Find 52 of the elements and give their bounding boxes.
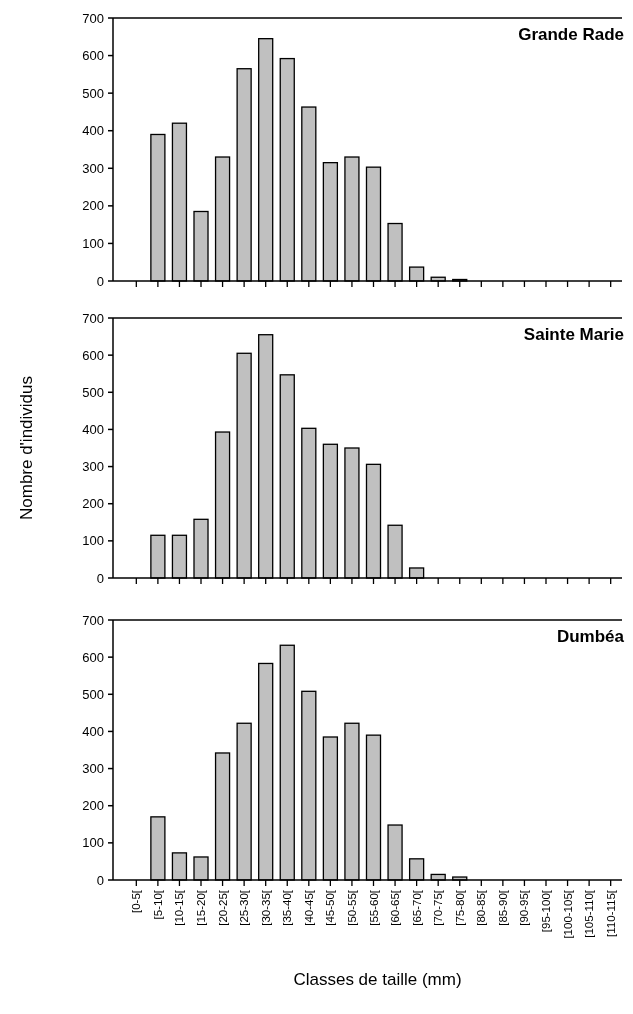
y-tick-label: 100: [82, 533, 104, 549]
x-tick-label: [10-15[: [173, 889, 186, 926]
x-tick-label: [100-105[: [561, 889, 574, 939]
x-tick-label: [80-85[: [475, 889, 488, 926]
y-tick-label: 700: [82, 10, 104, 26]
y-tick-label: 200: [82, 798, 104, 814]
x-tick-label: [40-45[: [302, 889, 315, 926]
x-tick-label: [35-40[: [281, 889, 294, 926]
y-axis-title: Nombre d'individus: [16, 375, 36, 521]
x-tick-label: [70-75[: [432, 889, 445, 926]
y-tick-label: 0: [96, 872, 104, 888]
y-tick-label: 600: [82, 347, 104, 363]
x-tick-label: [90-95[: [518, 889, 531, 926]
x-tick-label: [105-110[: [583, 889, 596, 938]
x-tick-label: [5-10[: [151, 889, 164, 920]
y-tick-label: 100: [82, 235, 104, 251]
y-tick-label: 700: [82, 612, 104, 628]
x-tick-label: [20-25[: [216, 889, 229, 926]
chart-title: Dumbéa: [556, 626, 625, 646]
x-tick-label: [110-115[: [604, 889, 617, 937]
x-tick-label: [25-30[: [238, 889, 251, 926]
x-tick-label: [45-50[: [324, 889, 337, 926]
x-tick-label: [65-70[: [410, 889, 423, 926]
x-tick-label: [55-60[: [367, 889, 380, 926]
y-tick-label: 500: [82, 686, 104, 702]
y-tick-label: 0: [96, 570, 104, 586]
x-tick-label: [60-65[: [389, 889, 402, 926]
x-tick-label: [75-80[: [453, 889, 466, 926]
x-tick-label: [30-35[: [259, 889, 272, 926]
chart-title: Grande Rade: [518, 24, 624, 44]
x-tick-label: [50-55[: [345, 889, 358, 926]
y-tick-label: 200: [82, 198, 104, 214]
y-tick-label: 200: [82, 496, 104, 512]
y-tick-label: 500: [82, 85, 104, 101]
y-tick-label: 600: [82, 649, 104, 665]
x-axis-title: Classes de taille (mm): [293, 970, 462, 989]
x-tick-label: [15-20[: [195, 889, 208, 926]
y-tick-label: 300: [82, 761, 104, 777]
y-tick-label: 100: [82, 835, 104, 851]
y-tick-label: 700: [82, 310, 104, 326]
x-tick-label: [95-100[: [540, 889, 553, 933]
y-tick-label: 600: [82, 48, 104, 64]
y-tick-label: 500: [82, 384, 104, 400]
x-tick-label: [0-5[: [130, 889, 143, 914]
y-tick-label: 400: [82, 123, 104, 139]
y-tick-label: 300: [82, 459, 104, 475]
y-tick-label: 400: [82, 421, 104, 437]
y-tick-label: 0: [96, 273, 104, 289]
x-tick-label: [85-90[: [496, 889, 509, 926]
y-tick-label: 400: [82, 723, 104, 739]
chart-title: Sainte Marie: [523, 324, 624, 344]
y-tick-label: 300: [82, 160, 104, 176]
